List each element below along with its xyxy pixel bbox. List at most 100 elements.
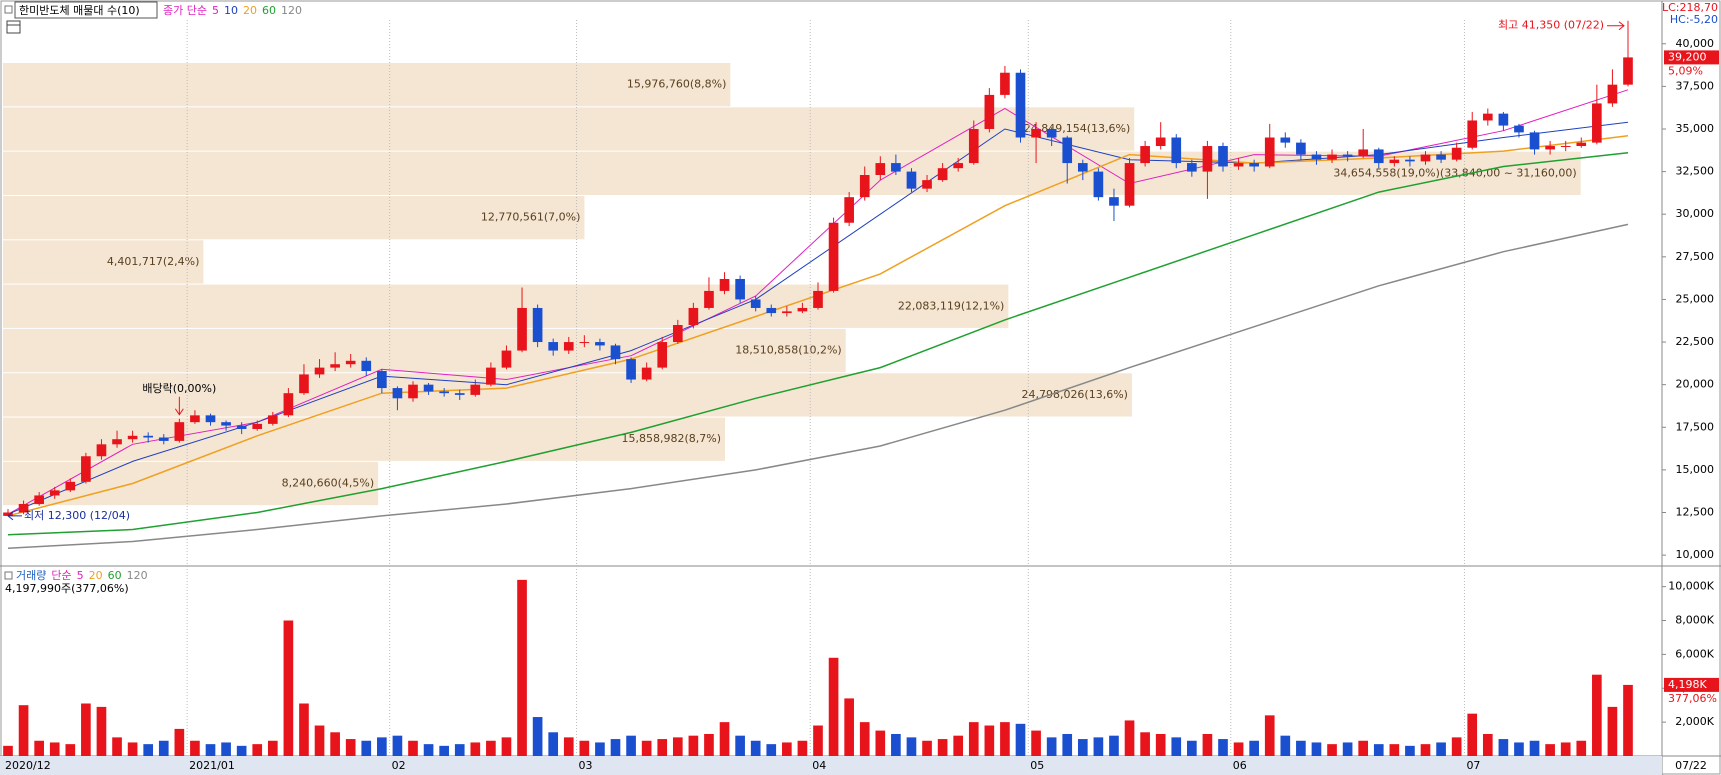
- volume-bar: [1031, 730, 1041, 756]
- volume-bar: [1529, 740, 1540, 756]
- volume-legend-prefix: 거래량: [16, 569, 46, 582]
- candle-body: [1358, 149, 1369, 157]
- volume-bar: [641, 740, 652, 756]
- volume-bar: [610, 739, 621, 756]
- volume-bar: [283, 620, 294, 756]
- moving-average-line: [7, 152, 1629, 536]
- volume-bar: [875, 730, 886, 756]
- candle-body: [18, 503, 29, 513]
- volume-bar: [65, 744, 76, 756]
- last-volume-change-label: 377,06%: [1668, 692, 1717, 705]
- candle-body: [1451, 147, 1462, 160]
- volume-bar: [1607, 706, 1618, 756]
- volume-bar: [968, 722, 979, 756]
- volume-bar: [953, 735, 964, 756]
- volume-bar: [1218, 739, 1228, 756]
- volume-bar: [1420, 744, 1431, 756]
- volume-bar: [1155, 733, 1166, 756]
- volume-profile-label: 4,401,717(2,4%): [107, 255, 200, 268]
- candle-body: [688, 307, 699, 326]
- x-tick-label: 03: [579, 759, 593, 772]
- volume-bar: [392, 735, 403, 756]
- x-tick-label: 06: [1233, 759, 1247, 772]
- candle-body: [1093, 171, 1104, 198]
- candle-body: [1233, 163, 1244, 167]
- candle-body: [1031, 128, 1041, 138]
- volume-info: 4,197,990주(377,06%): [5, 582, 129, 595]
- candle-body: [190, 415, 200, 423]
- candle-body: [1187, 163, 1197, 172]
- legend-prefix: 종가 단순: [163, 4, 207, 17]
- legend-item: 120: [281, 4, 302, 17]
- candle-body: [797, 307, 808, 312]
- y-tick-label: 30,000: [1676, 207, 1715, 220]
- candle-body: [96, 444, 107, 457]
- legend-item: 5: [212, 4, 219, 17]
- volume-bar: [1623, 684, 1633, 756]
- x-tick-label: 02: [392, 759, 406, 772]
- x-tick-label: 05: [1030, 759, 1044, 772]
- candle-body: [49, 490, 60, 496]
- candle-body: [1405, 159, 1415, 162]
- volume-bar: [1451, 737, 1462, 756]
- volume-bar: [252, 744, 263, 756]
- volume-bar: [1202, 733, 1213, 756]
- candle-body: [1420, 154, 1431, 162]
- y-tick-label: 32,500: [1676, 165, 1715, 178]
- y-tick-label: 40,000: [1676, 37, 1715, 50]
- candle-body: [299, 374, 309, 394]
- calendar-icon[interactable]: [6, 20, 21, 34]
- volume-bar: [143, 744, 154, 756]
- volume-bar: [34, 740, 44, 756]
- volume-bar: [563, 737, 574, 756]
- candle-body: [563, 342, 574, 351]
- candle-body: [1109, 197, 1119, 206]
- volume-bar: [1249, 740, 1259, 756]
- volume-bar: [906, 737, 917, 756]
- y-tick-label: 27,500: [1676, 250, 1715, 263]
- candle-body: [1280, 137, 1291, 143]
- candle-body: [1545, 146, 1555, 150]
- volume-bar: [1373, 744, 1384, 756]
- volume-bar: [657, 739, 668, 756]
- last-change-label: 5,09%: [1668, 64, 1703, 77]
- volume-profile-label: 12,770,561(7,0%): [481, 211, 581, 224]
- volume-bar: [1109, 735, 1119, 756]
- volume-legend-item: 60: [108, 569, 122, 582]
- candle-body: [423, 384, 434, 392]
- candle-body: [968, 128, 979, 164]
- candle-body: [610, 345, 621, 360]
- volume-y-tick-label: 2,000K: [1675, 715, 1714, 728]
- y-tick-label: 25,000: [1676, 292, 1715, 305]
- volume-bar: [844, 698, 854, 756]
- low-arrow: [7, 511, 22, 521]
- volume-profile-band: [3, 63, 731, 107]
- volume-bar: [470, 742, 481, 756]
- candle-body: [517, 307, 527, 351]
- candle-body: [1296, 142, 1306, 155]
- volume-bar: [735, 735, 745, 756]
- candle-body: [1264, 137, 1275, 167]
- volume-bar: [532, 717, 543, 756]
- volume-bar: [579, 740, 590, 756]
- volume-bar: [797, 740, 808, 756]
- volume-bar: [828, 657, 839, 756]
- last-volume-label: 4,198K: [1668, 678, 1707, 691]
- volume-bar: [1342, 742, 1353, 756]
- candle-body: [844, 197, 854, 223]
- volume-bar: [361, 740, 372, 756]
- candle-body: [828, 222, 839, 291]
- volume-bar: [1327, 744, 1337, 756]
- candle-body: [34, 495, 44, 504]
- panel-checkbox[interactable]: [4, 5, 13, 14]
- volume-checkbox[interactable]: [4, 571, 13, 580]
- y-tick-label: 22,500: [1676, 335, 1715, 348]
- volume-legend-item: 20: [89, 569, 103, 582]
- volume-bar: [314, 725, 325, 756]
- volume-bar: [1280, 735, 1291, 756]
- volume-profile-band: [3, 417, 726, 461]
- low-annotation: 최저 12,300 (12/04): [24, 509, 130, 522]
- candle-body: [1576, 142, 1587, 147]
- candle-body: [750, 299, 761, 308]
